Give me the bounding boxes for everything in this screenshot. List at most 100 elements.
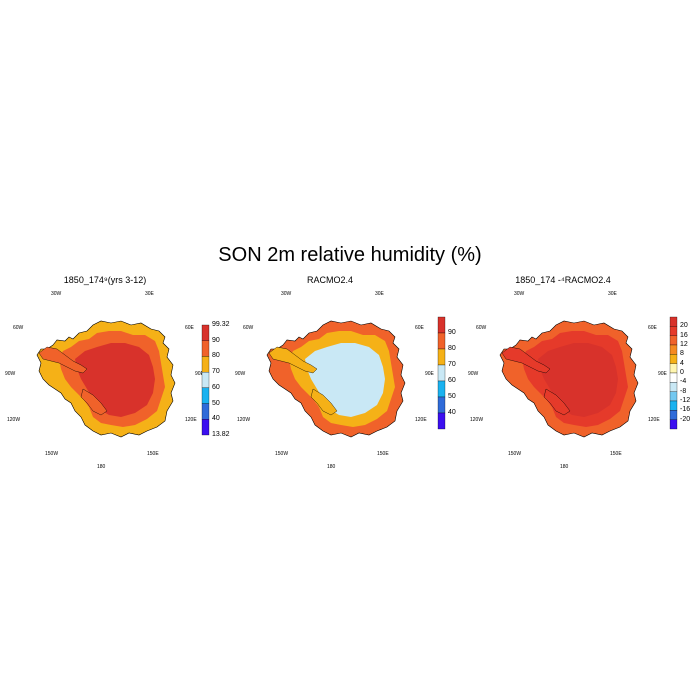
colorbar-label: 99.32 bbox=[212, 321, 230, 328]
longitude-label: 150E bbox=[147, 451, 159, 457]
colorbar-label: 90 bbox=[212, 336, 220, 344]
colorbar-swatch bbox=[669, 391, 678, 402]
panel-title: 1850_174⁹(yrs 3-12) bbox=[63, 275, 147, 285]
colorbar bbox=[201, 324, 210, 436]
longitude-label: 60W bbox=[13, 325, 24, 331]
longitude-label: 60W bbox=[476, 325, 487, 331]
colorbar-label: 50 bbox=[448, 393, 456, 400]
colorbar-label: 60 bbox=[212, 383, 220, 391]
longitude-label: 90W bbox=[468, 371, 479, 377]
colorbar-label: 40 bbox=[448, 409, 456, 416]
colorbar-label: 80 bbox=[448, 345, 456, 352]
colorbar-swatch bbox=[669, 372, 678, 383]
longitude-label: 120E bbox=[415, 417, 427, 423]
colorbar-label: 70 bbox=[212, 368, 220, 376]
colorbar-swatch bbox=[201, 387, 210, 404]
colorbar-swatch bbox=[201, 371, 210, 389]
longitude-label: 30W bbox=[514, 291, 525, 297]
colorbar bbox=[437, 316, 446, 430]
colorbar-swatch bbox=[437, 396, 446, 414]
longitude-label: 60E bbox=[185, 325, 194, 331]
colorbar-swatch bbox=[201, 419, 210, 436]
antarctica-map bbox=[499, 320, 639, 438]
longitude-label: 30W bbox=[51, 291, 62, 297]
colorbar-label: 60 bbox=[448, 377, 456, 384]
panel-difference: 1850_174 -⁴RACMO2.4 30W 30E 60W 60E 90W 90E 12… bbox=[468, 275, 693, 470]
longitude-label: 180 bbox=[560, 464, 569, 470]
colorbar-swatch bbox=[669, 326, 678, 336]
colorbar-swatch bbox=[669, 400, 678, 411]
colorbar-label: 40 bbox=[212, 415, 220, 423]
panel-racmo: RACMO2.4 30W 30E 60W 60E 90W 90E 120W 120E 150W 1… bbox=[235, 275, 460, 470]
longitude-label: 120E bbox=[648, 417, 660, 423]
colorbar-label: 16 bbox=[680, 331, 688, 339]
longitude-label: 150W bbox=[45, 451, 59, 457]
longitude-label: 60E bbox=[415, 325, 424, 331]
colorbar-label: 90 bbox=[448, 329, 456, 336]
longitude-label: 120W bbox=[7, 417, 21, 423]
colorbar-swatch bbox=[437, 412, 446, 430]
colorbar-swatch bbox=[669, 410, 678, 420]
longitude-label: 90E bbox=[195, 371, 204, 377]
colorbar-label: 70 bbox=[448, 361, 456, 368]
colorbar-swatch bbox=[669, 335, 678, 346]
longitude-label: 180 bbox=[327, 464, 336, 470]
panel-model: 1850_174⁹(yrs 3-12) 30W 30E 60W 60E 90W 90E 12… bbox=[0, 275, 230, 470]
colorbar-label: 4 bbox=[680, 359, 684, 367]
colorbar bbox=[669, 316, 678, 430]
longitude-label: 30E bbox=[608, 291, 617, 297]
longitude-label: 30E bbox=[145, 291, 154, 297]
colorbar-label: 13.82 bbox=[212, 431, 230, 438]
colorbar-label: 0 bbox=[680, 369, 684, 376]
colorbar-swatch bbox=[669, 354, 678, 364]
antarctica-map bbox=[266, 320, 406, 438]
longitude-label: 60W bbox=[243, 325, 254, 331]
longitude-label: 150W bbox=[508, 451, 522, 457]
longitude-label: 120W bbox=[237, 417, 251, 423]
colorbar-label: 50 bbox=[212, 399, 220, 407]
ice-shelf-region bbox=[80, 388, 108, 416]
longitude-label: 150E bbox=[610, 451, 622, 457]
colorbar-swatch bbox=[669, 419, 678, 430]
colorbar-label: 12 bbox=[680, 341, 688, 348]
colorbar-label: 20 bbox=[680, 322, 688, 330]
longitude-label: 150W bbox=[275, 451, 289, 457]
colorbar-label: -20 bbox=[680, 415, 691, 423]
colorbar-swatch bbox=[437, 332, 446, 350]
colorbar-swatch bbox=[669, 316, 678, 327]
colorbar-label: -8 bbox=[680, 387, 687, 395]
peninsula-region bbox=[268, 346, 318, 374]
figure-title: SON 2m relative humidity (%) bbox=[218, 244, 482, 266]
antarctica-map bbox=[36, 320, 176, 438]
longitude-label: 30W bbox=[281, 291, 292, 297]
colorbar-swatch bbox=[669, 382, 678, 392]
longitude-label: 120W bbox=[470, 417, 484, 423]
colorbar-label: -16 bbox=[680, 406, 691, 414]
panel-title: 1850_174 -⁴RACMO2.4 bbox=[515, 275, 611, 285]
longitude-label: 90W bbox=[235, 371, 246, 377]
longitude-label: 90E bbox=[658, 371, 667, 377]
peninsula-region bbox=[501, 346, 551, 374]
colorbar-swatch bbox=[201, 340, 210, 357]
colorbar-swatch bbox=[437, 380, 446, 398]
colorbar-swatch bbox=[437, 316, 446, 334]
longitude-label: 30E bbox=[375, 291, 384, 297]
longitude-label: 60E bbox=[648, 325, 657, 331]
colorbar-label: 80 bbox=[212, 352, 220, 360]
panel-title: RACMO2.4 bbox=[306, 275, 353, 285]
peninsula-region bbox=[38, 346, 88, 374]
colorbar-label: -4 bbox=[680, 378, 687, 386]
colorbar-swatch bbox=[201, 324, 210, 341]
colorbar-swatch bbox=[437, 364, 446, 382]
colorbar-label: -12 bbox=[680, 397, 691, 404]
longitude-label: 180 bbox=[97, 464, 106, 470]
longitude-label: 120E bbox=[185, 417, 197, 423]
colorbar-swatch bbox=[201, 356, 210, 373]
colorbar-swatch bbox=[201, 403, 210, 420]
colorbar-swatch bbox=[669, 344, 678, 355]
longitude-label: 90E bbox=[425, 371, 434, 377]
colorbar-label: 8 bbox=[680, 350, 684, 358]
ice-shelf-region bbox=[310, 388, 338, 416]
colorbar-swatch bbox=[437, 348, 446, 366]
ice-shelf-region bbox=[543, 388, 571, 416]
